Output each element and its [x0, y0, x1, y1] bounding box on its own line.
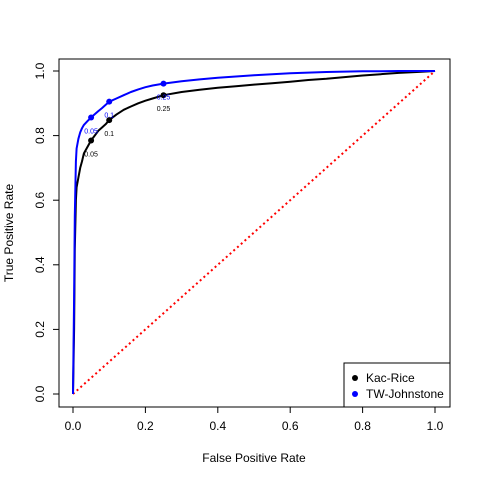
legend-marker-tw-johnstone	[352, 391, 358, 397]
legend-box	[343, 362, 451, 408]
threshold-label: 0.1	[104, 113, 114, 120]
y-tick-label: 0.6	[33, 192, 47, 209]
legend: Kac-Rice TW-Johnstone	[343, 362, 451, 408]
threshold-point	[88, 137, 95, 144]
y-tick-label: 0.4	[33, 256, 47, 273]
threshold-label: 0.25	[157, 95, 171, 102]
threshold-label: 0.05	[84, 151, 98, 158]
threshold-label: 0.1	[104, 131, 114, 138]
x-tick-label: 0.6	[282, 419, 299, 433]
marker-layer: 0.05 0.1 0.25 0.05 0.1 0.25	[84, 80, 171, 158]
legend-label-kac-rice: Kac-Rice	[366, 371, 415, 385]
series-line-kac-rice	[72, 70, 436, 395]
threshold-label: 0.25	[157, 106, 171, 113]
y-tick-label: 0.8	[33, 127, 47, 144]
x-tick-label: 0.8	[354, 419, 371, 433]
x-axis-ticks: 0.0 0.2 0.4 0.6 0.8 1.0	[65, 407, 444, 433]
threshold-point	[106, 117, 113, 124]
y-tick-label: 0.2	[33, 321, 47, 338]
y-tick-label: 0.0	[33, 385, 47, 402]
x-tick-label: 0.0	[65, 419, 82, 433]
series-line-tw-johnstone	[72, 70, 435, 395]
y-axis-ticks: 0.0 0.2 0.4 0.6 0.8 1.0	[33, 62, 59, 402]
legend-label-tw-johnstone: TW-Johnstone	[366, 387, 444, 401]
x-axis-title: False Positive Rate	[202, 451, 306, 465]
legend-marker-kac-rice	[352, 375, 358, 381]
threshold-point	[160, 80, 167, 87]
y-tick-label: 1.0	[33, 62, 47, 79]
threshold-point	[160, 92, 167, 99]
x-tick-label: 0.2	[137, 419, 154, 433]
threshold-point	[88, 114, 95, 121]
threshold-point	[106, 98, 113, 105]
series-layer	[72, 70, 436, 395]
y-axis-title: True Positive Rate	[2, 184, 16, 283]
x-tick-label: 1.0	[427, 419, 444, 433]
threshold-label: 0.05	[84, 129, 98, 136]
reference-diagonal-line	[72, 70, 436, 395]
x-tick-label: 0.4	[209, 419, 226, 433]
